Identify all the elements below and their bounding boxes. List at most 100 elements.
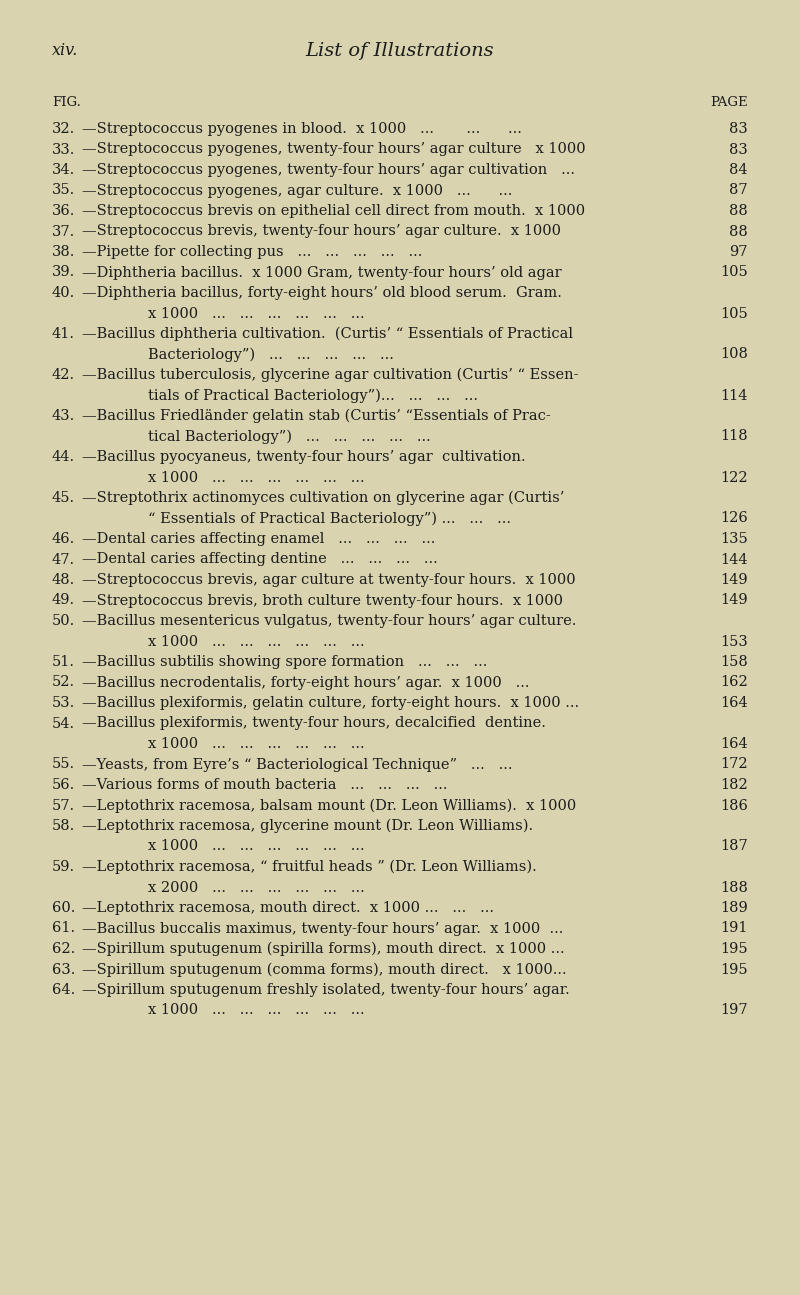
Text: 108: 108	[720, 347, 748, 361]
Text: —Streptococcus pyogenes, twenty-four hours’ agar cultivation   ...: —Streptococcus pyogenes, twenty-four hou…	[82, 163, 575, 177]
Text: 36.: 36.	[52, 205, 75, 218]
Text: —Bacillus plexiformis, twenty-four hours, decalcified  dentine.: —Bacillus plexiformis, twenty-four hours…	[82, 716, 546, 730]
Text: —Diphtheria bacillus, forty-eight hours’ old blood serum.  Gram.: —Diphtheria bacillus, forty-eight hours’…	[82, 286, 562, 300]
Text: 44.: 44.	[52, 449, 75, 464]
Text: xiv.: xiv.	[52, 41, 78, 60]
Text: 47.: 47.	[52, 553, 75, 566]
Text: 64.: 64.	[52, 983, 75, 997]
Text: 54.: 54.	[52, 716, 75, 730]
Text: 189: 189	[720, 901, 748, 916]
Text: 126: 126	[720, 512, 748, 526]
Text: 49.: 49.	[52, 593, 75, 607]
Text: 87: 87	[730, 184, 748, 198]
Text: —Leptothrix racemosa, balsam mount (Dr. Leon Williams).  x 1000: —Leptothrix racemosa, balsam mount (Dr. …	[82, 799, 576, 813]
Text: 135: 135	[720, 532, 748, 546]
Text: 41.: 41.	[52, 328, 75, 341]
Text: —Streptococcus pyogenes, agar culture.  x 1000   ...      ...: —Streptococcus pyogenes, agar culture. x…	[82, 184, 512, 198]
Text: 40.: 40.	[52, 286, 75, 300]
Text: 61.: 61.	[52, 922, 75, 935]
Text: —Bacillus plexiformis, gelatin culture, forty-eight hours.  x 1000 ...: —Bacillus plexiformis, gelatin culture, …	[82, 695, 579, 710]
Text: —Streptococcus brevis on epithelial cell direct from mouth.  x 1000: —Streptococcus brevis on epithelial cell…	[82, 205, 585, 218]
Text: x 1000   ...   ...   ...   ...   ...   ...: x 1000 ... ... ... ... ... ...	[148, 737, 365, 751]
Text: 197: 197	[720, 1004, 748, 1018]
Text: 48.: 48.	[52, 572, 75, 587]
Text: 182: 182	[720, 778, 748, 793]
Text: 59.: 59.	[52, 860, 75, 874]
Text: 46.: 46.	[52, 532, 75, 546]
Text: tical Bacteriology”)   ...   ...   ...   ...   ...: tical Bacteriology”) ... ... ... ... ...	[148, 430, 430, 444]
Text: —Spirillum sputugenum (spirilla forms), mouth direct.  x 1000 ...: —Spirillum sputugenum (spirilla forms), …	[82, 941, 565, 957]
Text: x 2000   ...   ...   ...   ...   ...   ...: x 2000 ... ... ... ... ... ...	[148, 881, 365, 895]
Text: —Streptococcus brevis, broth culture twenty-four hours.  x 1000: —Streptococcus brevis, broth culture twe…	[82, 593, 563, 607]
Text: 195: 195	[720, 941, 748, 956]
Text: —Leptothrix racemosa, “ fruitful heads ” (Dr. Leon Williams).: —Leptothrix racemosa, “ fruitful heads ”…	[82, 860, 537, 874]
Text: —Bacillus necrodentalis, forty-eight hours’ agar.  x 1000   ...: —Bacillus necrodentalis, forty-eight hou…	[82, 676, 530, 689]
Text: 58.: 58.	[52, 818, 75, 833]
Text: 187: 187	[720, 839, 748, 853]
Text: 45.: 45.	[52, 491, 75, 505]
Text: 33.: 33.	[52, 142, 75, 157]
Text: tials of Practical Bacteriology”)...   ...   ...   ...: tials of Practical Bacteriology”)... ...…	[148, 388, 478, 403]
Text: 35.: 35.	[52, 184, 75, 198]
Text: 84: 84	[730, 163, 748, 177]
Text: 149: 149	[720, 593, 748, 607]
Text: x 1000   ...   ...   ...   ...   ...   ...: x 1000 ... ... ... ... ... ...	[148, 839, 365, 853]
Text: 32.: 32.	[52, 122, 75, 136]
Text: 118: 118	[720, 430, 748, 443]
Text: 97: 97	[730, 245, 748, 259]
Text: x 1000   ...   ...   ...   ...   ...   ...: x 1000 ... ... ... ... ... ...	[148, 470, 365, 484]
Text: FIG.: FIG.	[52, 96, 81, 109]
Text: x 1000   ...   ...   ...   ...   ...   ...: x 1000 ... ... ... ... ... ...	[148, 307, 365, 320]
Text: 114: 114	[721, 388, 748, 403]
Text: 57.: 57.	[52, 799, 75, 812]
Text: 37.: 37.	[52, 224, 75, 238]
Text: —Streptococcus brevis, agar culture at twenty-four hours.  x 1000: —Streptococcus brevis, agar culture at t…	[82, 572, 576, 587]
Text: —Bacillus tuberculosis, glycerine agar cultivation (Curtis’ “ Essen-: —Bacillus tuberculosis, glycerine agar c…	[82, 368, 578, 382]
Text: 172: 172	[720, 758, 748, 772]
Text: 51.: 51.	[52, 655, 75, 670]
Text: x 1000   ...   ...   ...   ...   ...   ...: x 1000 ... ... ... ... ... ...	[148, 1004, 365, 1018]
Text: —Streptococcus pyogenes, twenty-four hours’ agar culture   x 1000: —Streptococcus pyogenes, twenty-four hou…	[82, 142, 586, 157]
Text: 53.: 53.	[52, 695, 75, 710]
Text: 62.: 62.	[52, 941, 75, 956]
Text: 88: 88	[730, 224, 748, 238]
Text: 34.: 34.	[52, 163, 75, 177]
Text: 39.: 39.	[52, 265, 75, 280]
Text: 158: 158	[720, 655, 748, 670]
Text: —Bacillus diphtheria cultivation.  (Curtis’ “ Essentials of Practical: —Bacillus diphtheria cultivation. (Curti…	[82, 328, 573, 342]
Text: —Bacillus mesentericus vulgatus, twenty-four hours’ agar culture.: —Bacillus mesentericus vulgatus, twenty-…	[82, 614, 576, 628]
Text: Bacteriology”)   ...   ...   ...   ...   ...: Bacteriology”) ... ... ... ... ...	[148, 347, 394, 361]
Text: 164: 164	[720, 737, 748, 751]
Text: 42.: 42.	[52, 368, 75, 382]
Text: —Bacillus buccalis maximus, twenty-four hours’ agar.  x 1000  ...: —Bacillus buccalis maximus, twenty-four …	[82, 922, 563, 935]
Text: 50.: 50.	[52, 614, 75, 628]
Text: —Streptothrix actinomyces cultivation on glycerine agar (Curtis’: —Streptothrix actinomyces cultivation on…	[82, 491, 564, 505]
Text: 122: 122	[720, 470, 748, 484]
Text: 105: 105	[720, 265, 748, 280]
Text: 88: 88	[730, 205, 748, 218]
Text: x 1000   ...   ...   ...   ...   ...   ...: x 1000 ... ... ... ... ... ...	[148, 635, 365, 649]
Text: 38.: 38.	[52, 245, 75, 259]
Text: —Various forms of mouth bacteria   ...   ...   ...   ...: —Various forms of mouth bacteria ... ...…	[82, 778, 447, 793]
Text: 83: 83	[730, 122, 748, 136]
Text: 105: 105	[720, 307, 748, 320]
Text: 191: 191	[721, 922, 748, 935]
Text: —Yeasts, from Eyre’s “ Bacteriological Technique”   ...   ...: —Yeasts, from Eyre’s “ Bacteriological T…	[82, 758, 513, 772]
Text: 188: 188	[720, 881, 748, 895]
Text: 153: 153	[720, 635, 748, 649]
Text: —Streptococcus brevis, twenty-four hours’ agar culture.  x 1000: —Streptococcus brevis, twenty-four hours…	[82, 224, 561, 238]
Text: 43.: 43.	[52, 409, 75, 423]
Text: 52.: 52.	[52, 676, 75, 689]
Text: List of Illustrations: List of Illustrations	[306, 41, 494, 60]
Text: —Diphtheria bacillus.  x 1000 Gram, twenty-four hours’ old agar: —Diphtheria bacillus. x 1000 Gram, twent…	[82, 265, 562, 280]
Text: 144: 144	[720, 553, 748, 566]
Text: 60.: 60.	[52, 901, 75, 916]
Text: —Spirillum sputugenum freshly isolated, twenty-four hours’ agar.: —Spirillum sputugenum freshly isolated, …	[82, 983, 570, 997]
Text: 195: 195	[720, 962, 748, 976]
Text: —Leptothrix racemosa, mouth direct.  x 1000 ...   ...   ...: —Leptothrix racemosa, mouth direct. x 10…	[82, 901, 494, 916]
Text: “ Essentials of Practical Bacteriology”) ...   ...   ...: “ Essentials of Practical Bacteriology”)…	[148, 512, 511, 526]
Text: 186: 186	[720, 799, 748, 812]
Text: —Bacillus pyocyaneus, twenty-four hours’ agar  cultivation.: —Bacillus pyocyaneus, twenty-four hours’…	[82, 449, 526, 464]
Text: 63.: 63.	[52, 962, 75, 976]
Text: 83: 83	[730, 142, 748, 157]
